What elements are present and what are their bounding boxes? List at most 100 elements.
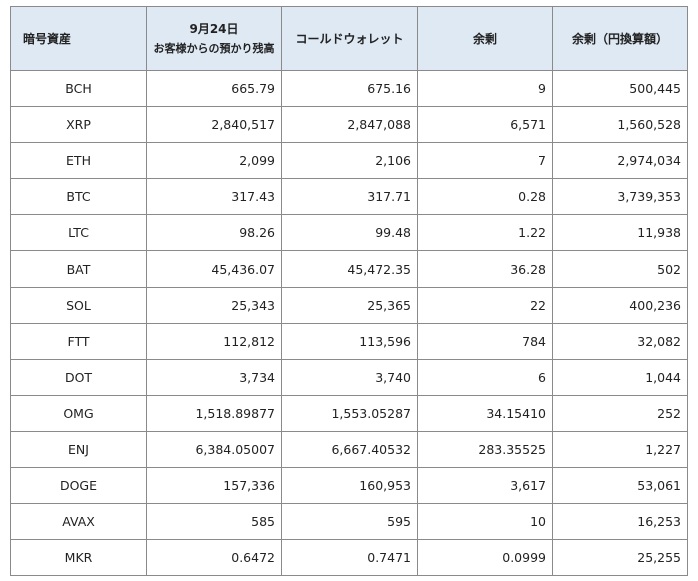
cell-customer-balance: 317.43	[146, 178, 282, 216]
cell-customer-balance: 6,384.05007	[146, 430, 282, 469]
cell-asset: FTT	[10, 322, 147, 360]
table-header: 暗号資産 9月24日 お客様からの預かり残高 コールドウォレット 余剰 余剰（円…	[10, 6, 688, 71]
cell-asset: BAT	[10, 250, 147, 288]
crypto-reserve-table: 暗号資産 9月24日 お客様からの預かり残高 コールドウォレット 余剰 余剰（円…	[10, 6, 688, 577]
cell-cold-wallet: 3,740	[281, 358, 418, 396]
cell-asset: MKR	[10, 539, 147, 577]
cell-cold-wallet: 2,847,088	[281, 106, 418, 144]
cell-surplus: 34.15410	[417, 394, 553, 432]
cell-surplus-jpy: 1,044	[552, 358, 688, 396]
cell-surplus-jpy: 2,974,034	[552, 142, 688, 180]
cell-customer-balance: 1,518.89877	[146, 394, 282, 432]
cell-customer-balance: 0.6472	[146, 539, 282, 577]
cell-surplus-jpy: 1,227	[552, 430, 688, 469]
cell-cold-wallet: 675.16	[281, 69, 418, 108]
table-row: BTC 317.43 317.71 0.28 3,739,353	[10, 178, 688, 216]
cell-customer-balance: 98.26	[146, 214, 282, 252]
header-customer-label: お客様からの預かり残高	[153, 41, 275, 55]
cell-cold-wallet: 0.7471	[281, 539, 418, 577]
table-row: XRP 2,840,517 2,847,088 6,571 1,560,528	[10, 106, 688, 144]
cell-customer-balance: 25,343	[146, 286, 282, 324]
cell-customer-balance: 585	[146, 503, 282, 541]
table-row: DOGE 157,336 160,953 3,617 53,061	[10, 467, 688, 505]
cell-surplus-jpy: 400,236	[552, 286, 688, 324]
cell-surplus: 22	[417, 286, 553, 324]
cell-surplus: 283.35525	[417, 430, 553, 469]
cell-asset: LTC	[10, 214, 147, 252]
header-surplus: 余剰	[417, 6, 553, 71]
cell-customer-balance: 157,336	[146, 467, 282, 505]
cell-customer-balance: 3,734	[146, 358, 282, 396]
cell-cold-wallet: 317.71	[281, 178, 418, 216]
cell-asset: AVAX	[10, 503, 147, 541]
header-cold-wallet-label: コールドウォレット	[295, 31, 404, 46]
cell-surplus: 7	[417, 142, 553, 180]
cell-cold-wallet: 6,667.40532	[281, 430, 418, 469]
cell-cold-wallet: 25,365	[281, 286, 418, 324]
table-body: BCH 665.79 675.16 9 500,445 XRP 2,840,517 2,847…	[10, 69, 688, 577]
cell-asset: SOL	[10, 286, 147, 324]
cell-surplus: 6,571	[417, 106, 553, 144]
cell-cold-wallet: 2,106	[281, 142, 418, 180]
cell-cold-wallet: 99.48	[281, 214, 418, 252]
cell-asset: OMG	[10, 394, 147, 432]
cell-surplus: 36.28	[417, 250, 553, 288]
table-row: MKR 0.6472 0.7471 0.0999 25,255	[10, 539, 688, 577]
table-row: FTT 112,812 113,596 784 32,082	[10, 322, 688, 360]
header-customer-balance: 9月24日 お客様からの預かり残高	[146, 6, 282, 71]
cell-surplus: 0.28	[417, 178, 553, 216]
cell-asset: ENJ	[10, 430, 147, 469]
cell-surplus-jpy: 1,560,528	[552, 106, 688, 144]
table-row: LTC 98.26 99.48 1.22 11,938	[10, 214, 688, 252]
cell-asset: ETH	[10, 142, 147, 180]
cell-asset: XRP	[10, 106, 147, 144]
cell-surplus-jpy: 3,739,353	[552, 178, 688, 216]
cell-surplus-jpy: 16,253	[552, 503, 688, 541]
table-row: OMG 1,518.89877 1,553.05287 34.15410 252	[10, 394, 688, 432]
cell-surplus: 3,617	[417, 467, 553, 505]
cell-customer-balance: 45,436.07	[146, 250, 282, 288]
cell-customer-balance: 665.79	[146, 69, 282, 108]
cell-asset: DOT	[10, 358, 147, 396]
header-asset-label: 暗号資産	[23, 31, 72, 46]
cell-surplus: 10	[417, 503, 553, 541]
header-surplus-jpy-label: 余剰（円換算額）	[571, 31, 668, 46]
cell-surplus: 784	[417, 322, 553, 360]
table-row: ETH 2,099 2,106 7 2,974,034	[10, 142, 688, 180]
table-row: DOT 3,734 3,740 6 1,044	[10, 358, 688, 396]
cell-surplus-jpy: 500,445	[552, 69, 688, 108]
cell-cold-wallet: 160,953	[281, 467, 418, 505]
cell-cold-wallet: 45,472.35	[281, 250, 418, 288]
cell-surplus-jpy: 53,061	[552, 467, 688, 505]
cell-surplus-jpy: 502	[552, 250, 688, 288]
cell-surplus: 6	[417, 358, 553, 396]
header-surplus-jpy: 余剰（円換算額）	[552, 6, 688, 71]
header-row: 暗号資産 9月24日 お客様からの預かり残高 コールドウォレット 余剰 余剰（円…	[10, 6, 688, 71]
table-row: BCH 665.79 675.16 9 500,445	[10, 69, 688, 108]
cell-surplus: 9	[417, 69, 553, 108]
table-row: BAT 45,436.07 45,472.35 36.28 502	[10, 250, 688, 288]
cell-surplus-jpy: 25,255	[552, 539, 688, 577]
header-asset: 暗号資産	[10, 6, 147, 71]
cell-surplus-jpy: 252	[552, 394, 688, 432]
table-row: ENJ 6,384.05007 6,667.40532 283.35525 1,227	[10, 430, 688, 469]
cell-cold-wallet: 595	[281, 503, 418, 541]
table-row: SOL 25,343 25,365 22 400,236	[10, 286, 688, 324]
header-surplus-label: 余剰	[472, 31, 497, 46]
cell-customer-balance: 112,812	[146, 322, 282, 360]
cell-surplus-jpy: 32,082	[552, 322, 688, 360]
cell-customer-balance: 2,840,517	[146, 106, 282, 144]
cell-asset: DOGE	[10, 467, 147, 505]
cell-surplus: 1.22	[417, 214, 553, 252]
cell-asset: BTC	[10, 178, 147, 216]
cell-asset: BCH	[10, 69, 147, 108]
header-cold-wallet: コールドウォレット	[281, 6, 418, 71]
cell-surplus: 0.0999	[417, 539, 553, 577]
cell-customer-balance: 2,099	[146, 142, 282, 180]
cell-cold-wallet: 1,553.05287	[281, 394, 418, 432]
cell-surplus-jpy: 11,938	[552, 214, 688, 252]
table-row: AVAX 585 595 10 16,253	[10, 503, 688, 541]
header-customer-date: 9月24日	[189, 21, 239, 36]
cell-cold-wallet: 113,596	[281, 322, 418, 360]
reserve-table-container: 暗号資産 9月24日 お客様からの預かり残高 コールドウォレット 余剰 余剰（円…	[10, 6, 688, 577]
